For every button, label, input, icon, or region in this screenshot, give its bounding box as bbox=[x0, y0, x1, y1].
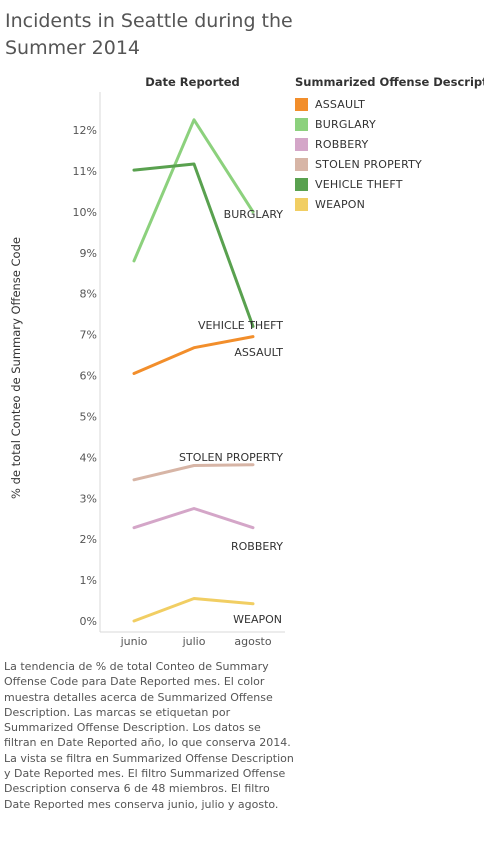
legend-swatch bbox=[295, 157, 308, 171]
legend-label: WEAPON bbox=[315, 197, 366, 211]
legend-label: ROBBERY bbox=[315, 137, 369, 151]
legend-label: BURGLARY bbox=[315, 117, 376, 131]
y-tick-label: 8% bbox=[80, 288, 97, 301]
y-tick-label: 10% bbox=[73, 206, 97, 219]
x-tick-label: agosto bbox=[234, 635, 271, 648]
series-line-robbery bbox=[132, 507, 255, 530]
legend-item-burglary[interactable]: BURGLARY bbox=[295, 114, 484, 134]
y-tick-label: 0% bbox=[80, 615, 97, 628]
x-tick-label: junio bbox=[120, 635, 148, 648]
y-tick-label: 6% bbox=[80, 370, 97, 383]
y-tick-label: 9% bbox=[80, 247, 97, 260]
series-line-stolen-property bbox=[132, 463, 255, 482]
legend-label: STOLEN PROPERTY bbox=[315, 157, 422, 171]
y-tick-label: 5% bbox=[80, 410, 97, 423]
legend-item-weapon[interactable]: WEAPON bbox=[295, 194, 484, 214]
chart-title: Incidents in Seattle during the Summer 2… bbox=[5, 10, 293, 59]
y-tick-label: 2% bbox=[80, 533, 97, 546]
legend-item-vehicle-theft[interactable]: VEHICLE THEFT bbox=[295, 174, 484, 194]
series-end-label: BURGLARY bbox=[224, 208, 284, 221]
legend-item-stolen-property[interactable]: STOLEN PROPERTY bbox=[295, 154, 484, 174]
legend-label: VEHICLE THEFT bbox=[315, 177, 403, 191]
series-end-label: STOLEN PROPERTY bbox=[179, 451, 283, 464]
legend-swatch bbox=[295, 117, 308, 131]
legend-item-robbery[interactable]: ROBBERY bbox=[295, 134, 484, 154]
series-line-weapon bbox=[132, 597, 255, 623]
y-tick-label: 11% bbox=[73, 165, 97, 178]
series-end-label: ASSAULT bbox=[234, 346, 283, 359]
y-tick-label: 4% bbox=[80, 451, 97, 464]
y-tick-label: 1% bbox=[80, 574, 97, 587]
series-end-label: WEAPON bbox=[233, 613, 282, 626]
chart-caption: La tendencia de % de total Conteo de Sum… bbox=[4, 660, 294, 811]
y-tick-label: 12% bbox=[73, 124, 97, 137]
y-tick-label: 3% bbox=[80, 492, 97, 505]
legend-swatch bbox=[295, 197, 308, 211]
legend-title: Summarized Offense Description bbox=[295, 75, 484, 89]
column-header: Date Reported bbox=[145, 75, 240, 89]
y-tick-label: 7% bbox=[80, 329, 97, 342]
legend-label: ASSAULT bbox=[315, 97, 366, 111]
series-line-vehicle-theft bbox=[132, 162, 255, 328]
legend-swatch bbox=[295, 97, 308, 111]
series-line-assault bbox=[132, 335, 255, 375]
legend-swatch bbox=[295, 137, 308, 151]
series-end-label: ROBBERY bbox=[231, 540, 283, 553]
series-line-burglary bbox=[132, 118, 255, 263]
legend-item-assault[interactable]: ASSAULT bbox=[295, 94, 484, 114]
x-tick-label: julio bbox=[182, 635, 206, 648]
legend-swatch bbox=[295, 177, 308, 191]
series-end-label: VEHICLE THEFT bbox=[198, 319, 283, 332]
legend: Summarized Offense Description ASSAULT B… bbox=[295, 75, 484, 214]
